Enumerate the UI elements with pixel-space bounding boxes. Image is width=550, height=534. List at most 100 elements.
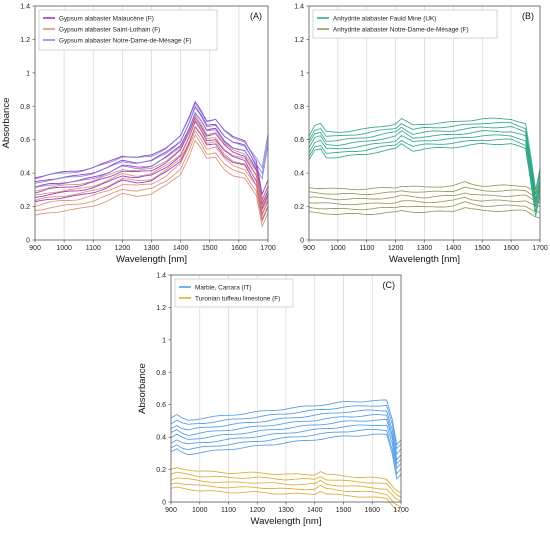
series-line-1-7 (170, 404, 402, 450)
series-line-1-7 (308, 117, 541, 191)
y-tick-label: 0.6 (294, 137, 304, 144)
x-tick-label: 1700 (532, 245, 548, 252)
x-tick-label: 1300 (417, 245, 433, 252)
x-tick-label: 1200 (388, 245, 404, 252)
y-tick-label: 0.2 (20, 204, 30, 211)
y-axis-label: Absorbance (1, 98, 12, 149)
x-tick-label: 1200 (115, 245, 131, 252)
x-tick-label: 1000 (56, 245, 72, 252)
series-line-1-2 (308, 138, 541, 212)
series-line-2-6 (34, 114, 269, 203)
series-line-2-2 (34, 133, 269, 223)
x-tick-label: 1000 (192, 507, 208, 514)
x-axis-label: Wavelength [nm] (251, 516, 322, 527)
y-tick-label: 0.6 (156, 402, 166, 409)
x-tick-label: 900 (303, 245, 315, 252)
chart-panel-2: 900 1000 1100 1200 1300 1400 1500 1600 1700 0 0.2 0… (294, 4, 548, 266)
series-line-2-4 (34, 125, 269, 213)
y-tick-label: 1.4 (156, 273, 166, 280)
x-tick-label: 1700 (393, 507, 409, 514)
legend-box (312, 9, 498, 39)
series-line-1-5 (308, 126, 541, 200)
x-tick-label: 1200 (249, 507, 265, 514)
x-tick-label: 1100 (86, 245, 101, 252)
series-line-1-3 (34, 116, 269, 211)
y-tick-label: 1 (26, 70, 30, 77)
y-axis-label: Absorbance (137, 363, 148, 414)
panel-label: (A) (250, 11, 262, 21)
series-line-1-1 (34, 126, 269, 222)
series-line-2-1 (309, 207, 541, 219)
series-line-2-5 (170, 467, 402, 494)
x-tick-label: 1500 (202, 245, 218, 252)
series-line-2-2 (170, 482, 402, 508)
y-tick-label: 0.4 (294, 171, 304, 178)
series-line-1-3 (170, 424, 402, 470)
series-line-2-3 (309, 196, 541, 208)
series-line-2-6 (308, 181, 541, 193)
y-tick-label: 0.4 (156, 435, 166, 442)
y-tick-label: 1.4 (294, 4, 304, 11)
legend-label: Anhydrite alabaster Fauld Mine (UK) (333, 15, 436, 22)
series-line-1-5 (170, 414, 402, 461)
x-tick-label: 1700 (260, 245, 276, 252)
legend-box (174, 278, 294, 308)
series-line-3-1 (34, 111, 269, 188)
y-tick-label: 0.2 (294, 204, 304, 211)
x-tick-label: 900 (165, 507, 177, 514)
series-line-2-2 (308, 201, 541, 213)
panel-label: (B) (522, 11, 534, 21)
y-tick-label: 1 (300, 70, 304, 77)
series-line-1-3 (308, 134, 541, 207)
series-line-1-8 (170, 399, 402, 446)
legend-label: Turonian tuffeau limestone (F) (195, 295, 280, 302)
y-tick-label: 1.2 (156, 305, 166, 312)
legend-label: Gypsum alabaster Notre-Dame-de-Mésage (F… (59, 37, 191, 44)
x-tick-label: 900 (29, 245, 41, 252)
series-line-1-4 (170, 419, 402, 465)
series-line-1-6 (34, 100, 269, 196)
x-tick-label: 1600 (503, 245, 519, 252)
x-tick-label: 1300 (144, 245, 160, 252)
series-line-1-6 (170, 409, 402, 456)
series-line-2-1 (34, 139, 269, 228)
x-tick-label: 1400 (446, 245, 462, 252)
x-tick-label: 1500 (336, 507, 352, 514)
y-tick-label: 1 (162, 337, 166, 344)
chart-panel-1: 900 1000 1100 1200 1300 1400 1500 1600 1700 0 0.2 0… (1, 4, 276, 266)
y-tick-label: 0 (162, 500, 166, 507)
legend-label: Anhydrite alabaster Notre-Dame-de-Mésage… (333, 26, 469, 33)
series-line-1-6 (308, 121, 541, 195)
series-line-3-3 (34, 102, 269, 180)
legend-label: Gypsum alabaster Malaucène (F) (59, 15, 154, 22)
series-line-1-1 (308, 142, 541, 217)
y-tick-label: 0.8 (156, 370, 166, 377)
x-axis-label: Wavelength [nm] (116, 254, 187, 265)
y-tick-label: 0 (300, 238, 304, 245)
series-line-2-3 (34, 129, 269, 217)
series-line-1-4 (308, 130, 541, 204)
series-line-2-3 (170, 477, 402, 502)
x-tick-label: 1600 (364, 507, 380, 514)
series-line-2-4 (309, 192, 541, 204)
series-line-3-2 (34, 106, 269, 184)
legend-label: Marble, Carrara (IT) (195, 284, 251, 291)
y-tick-label: 0.2 (156, 467, 166, 474)
y-tick-label: 0.8 (20, 104, 30, 111)
series-line-2-5 (34, 119, 269, 208)
x-axis-label: Wavelength [nm] (389, 254, 460, 265)
series-line-2-1 (170, 486, 402, 513)
x-tick-label: 1100 (221, 507, 236, 514)
series-line-2-5 (308, 186, 541, 199)
chart-panel-3: 900 1000 1100 1200 1300 1400 1500 1600 1700 0 0.2 0… (137, 273, 409, 528)
y-tick-label: 0.8 (294, 104, 304, 111)
series-line-1-1 (170, 433, 402, 480)
y-tick-label: 0.4 (20, 171, 30, 178)
series-line-1-2 (34, 120, 269, 217)
series-line-2-4 (170, 471, 402, 498)
y-tick-label: 1.2 (20, 37, 30, 44)
x-tick-label: 1500 (474, 245, 490, 252)
panel-label: (C) (383, 280, 396, 290)
y-tick-label: 1.2 (294, 37, 304, 44)
